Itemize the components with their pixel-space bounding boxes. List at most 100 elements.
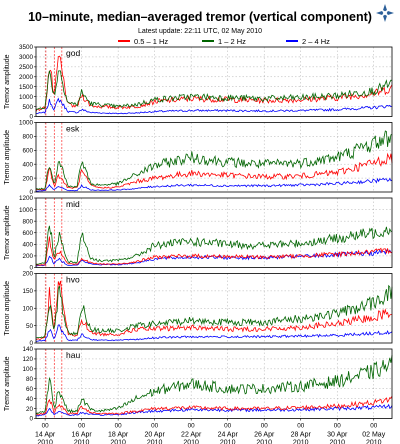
y-tick-label: 150 xyxy=(22,288,33,295)
x-tick-year: 2010 xyxy=(183,440,199,444)
x-tick-year: 2010 xyxy=(74,440,90,444)
x-tick-time: 00 xyxy=(297,423,305,430)
x-tick-time: 00 xyxy=(42,423,50,430)
x-tick-year: 2010 xyxy=(37,440,53,444)
x-tick-time: 00 xyxy=(188,423,196,430)
y-tick-label: 200 xyxy=(22,175,33,182)
series-hvo-0 xyxy=(35,280,393,341)
y-tick-label: 3000 xyxy=(19,54,34,61)
legend-label: 1 – 2 Hz xyxy=(218,37,246,46)
x-tick-date: 18 Apr xyxy=(108,432,129,439)
y-tick-label: 100 xyxy=(22,366,33,373)
x-tick-time: 00 xyxy=(78,423,86,430)
panel-frame xyxy=(35,348,393,419)
station-label: esk xyxy=(66,124,80,134)
y-tick-label: 1000 xyxy=(19,120,34,127)
panel-frame xyxy=(35,46,393,117)
x-tick-date: 26 Apr xyxy=(254,432,275,439)
x-tick-time: 00 xyxy=(370,423,378,430)
series-mid-1 xyxy=(35,225,392,265)
x-tick-date: 14 Apr xyxy=(35,432,56,439)
x-tick-year: 2010 xyxy=(329,440,345,444)
y-tick-label: 200 xyxy=(22,253,33,260)
x-tick-year: 2010 xyxy=(293,440,309,444)
legend: 0.5 – 1 Hz 1 – 2 Hz 2 – 4 Hz xyxy=(118,37,330,46)
series-god-2 xyxy=(35,97,393,115)
x-tick-year: 2010 xyxy=(147,440,163,444)
chart-title: 10–minute, median–averaged tremor (verti… xyxy=(28,10,372,24)
chart-subtitle: Latest update: 22:11 UTC, 02 May 2010 xyxy=(138,28,262,35)
series-hau-2 xyxy=(35,403,393,417)
x-tick-date: 30 Apr xyxy=(327,432,348,439)
y-tick-label: 1000 xyxy=(19,207,34,214)
y-tick-label: 60 xyxy=(26,386,34,393)
panel-hau: 0 20 40 60 80 100 120 140 hau Tremor amplitude xyxy=(4,346,393,423)
x-tick-time: 00 xyxy=(115,423,123,430)
x-tick-year: 2010 xyxy=(220,440,236,444)
series-mid-0 xyxy=(35,236,393,266)
y-tick-label: 120 xyxy=(22,356,33,363)
panel-mid: 0 200 400 600 800 1000 1200 mid Tremor amplitude xyxy=(4,195,393,272)
x-tick-time: 00 xyxy=(224,423,232,430)
y-tick-label: 1000 xyxy=(19,94,34,101)
x-tick-year: 2010 xyxy=(366,440,382,444)
station-label: mid xyxy=(66,199,80,209)
x-tick-date: 22 Apr xyxy=(181,432,202,439)
y-tick-label: 0 xyxy=(29,340,33,347)
panel-frame xyxy=(35,197,393,268)
x-tick-date: 16 Apr xyxy=(72,432,93,439)
panel-hvo: 0 50 100 150 200 hvo Tremor amplitude xyxy=(4,271,393,347)
series-hau-1 xyxy=(35,355,393,415)
x-tick-date: 20 Apr xyxy=(145,432,166,439)
station-label: hvo xyxy=(66,275,80,285)
panel-esk: 0 200 400 600 800 1000 esk Tremor amplitude xyxy=(4,120,393,196)
y-tick-label: 0 xyxy=(29,265,33,272)
series-mid-2 xyxy=(35,249,393,267)
y-tick-label: 0 xyxy=(29,114,33,121)
station-label: god xyxy=(66,48,80,58)
y-tick-label: 200 xyxy=(22,271,33,278)
y-axis-label: Tremor amplitude xyxy=(4,130,11,185)
series-hau-0 xyxy=(35,395,393,416)
x-tick-date: 02 May xyxy=(362,432,385,439)
legend-label: 0.5 – 1 Hz xyxy=(134,37,168,46)
y-tick-label: 50 xyxy=(26,323,34,330)
y-tick-label: 1200 xyxy=(19,195,34,202)
y-tick-label: 2500 xyxy=(19,64,34,71)
y-tick-label: 2000 xyxy=(19,74,34,81)
y-tick-label: 800 xyxy=(22,134,33,141)
y-tick-label: 20 xyxy=(26,406,34,413)
series-hvo-2 xyxy=(35,324,393,342)
y-tick-label: 600 xyxy=(22,148,33,155)
series-hvo-1 xyxy=(35,284,393,339)
y-tick-label: 40 xyxy=(26,396,34,403)
y-tick-label: 0 xyxy=(29,416,33,423)
y-tick-label: 0 xyxy=(29,189,33,196)
series-god-1 xyxy=(35,70,393,110)
series-esk-0 xyxy=(35,152,393,191)
y-axis-label: Tremor amplitude xyxy=(4,281,11,336)
station-label: hau xyxy=(66,350,80,360)
y-axis-label: Tremor amplitude xyxy=(4,356,11,411)
x-tick-time: 00 xyxy=(334,423,342,430)
x-tick-time: 00 xyxy=(151,423,159,430)
legend-label: 2 – 4 Hz xyxy=(302,37,330,46)
y-axis-label: Tremor amplitude xyxy=(4,205,11,260)
y-tick-label: 100 xyxy=(22,305,33,312)
x-tick-date: 28 Apr xyxy=(291,432,312,439)
y-tick-label: 800 xyxy=(22,218,33,225)
y-tick-label: 1500 xyxy=(19,84,34,91)
y-tick-label: 80 xyxy=(26,376,34,383)
x-tick-year: 2010 xyxy=(110,440,126,444)
x-tick-date: 24 Apr xyxy=(218,432,239,439)
panel-god: 0 500 1000 1500 2000 2500 3000 3500 god Tremor am… xyxy=(4,44,393,121)
star-logo-icon xyxy=(376,4,394,22)
series-esk-2 xyxy=(35,177,393,192)
panel-frame xyxy=(35,122,393,193)
y-tick-label: 400 xyxy=(22,242,33,249)
y-tick-label: 400 xyxy=(22,161,33,168)
y-tick-label: 600 xyxy=(22,230,33,237)
